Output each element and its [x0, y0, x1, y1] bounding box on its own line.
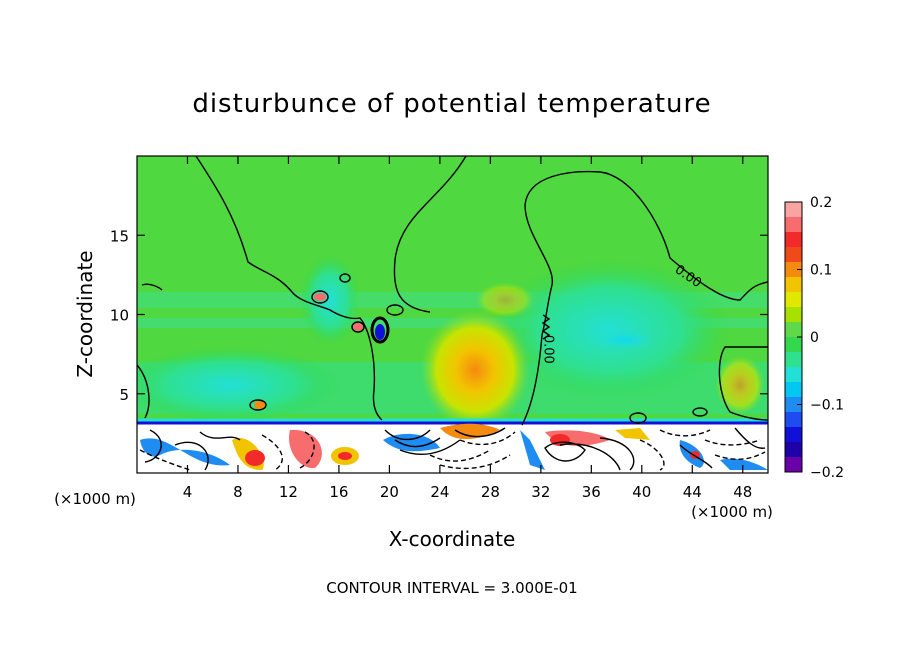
eddy	[720, 458, 768, 470]
colorbar-tick-label: 0.1	[810, 263, 832, 279]
anomaly-blob	[314, 293, 326, 301]
zero-contour	[137, 364, 150, 419]
colorbar-swatch	[785, 457, 802, 473]
closed-contour	[370, 316, 390, 344]
colorbar-ticks: 0.2 0.1 0 −0.1 −0.2	[797, 195, 844, 481]
y-tick-label: 15	[110, 227, 129, 245]
x-tick-label: 12	[279, 483, 298, 501]
colorbar-swatch	[785, 397, 802, 413]
anomaly-blob	[254, 401, 266, 409]
colorbar-swatch	[785, 217, 802, 233]
turbulent-contour	[139, 431, 315, 471]
turbulent-contour	[679, 427, 766, 469]
cool-spot	[300, 255, 360, 345]
colorbar-swatch	[785, 262, 802, 278]
y-axis-label: Z-coordinate	[73, 250, 97, 377]
turbulent-contour	[639, 429, 766, 471]
contours	[137, 156, 768, 471]
eddy	[338, 452, 352, 460]
turbulent-contour	[544, 437, 635, 471]
heatmap-field	[137, 156, 768, 473]
x-tick-label: 16	[329, 483, 348, 501]
warm-region	[475, 282, 535, 318]
eddy	[615, 428, 650, 440]
contour-label: 0.00	[541, 335, 556, 364]
colorbar-tick-label: 0	[810, 330, 819, 346]
zero-contour	[718, 346, 768, 421]
colorbar-swatch	[785, 277, 802, 293]
zero-contour	[393, 156, 467, 313]
colorbar-swatch	[785, 412, 802, 428]
x-tick-label: 8	[233, 483, 243, 501]
anomaly-blob	[375, 324, 385, 340]
contour-interval-note: CONTOUR INTERVAL = 3.000E-01	[326, 579, 577, 597]
colorbar-tick-label: −0.1	[810, 398, 844, 414]
x-tick-label: 20	[380, 483, 399, 501]
colorbar-swatch	[785, 367, 802, 383]
closed-contour	[339, 273, 351, 283]
closed-contour	[249, 399, 267, 411]
x-tick-label: 24	[430, 483, 449, 501]
colorbar-swatch	[785, 382, 802, 398]
anomaly-blob	[353, 323, 363, 331]
y-axis-ticks: 5 10 15	[110, 227, 768, 404]
zero-contour	[195, 156, 383, 421]
zero-contour	[141, 283, 163, 291]
colorbar-swatch	[785, 232, 802, 248]
cool-region	[137, 347, 340, 423]
x-tick-label: 40	[632, 483, 651, 501]
colorbar-swatch	[785, 337, 802, 353]
x-axis-ticks: 4 8 12 16 20 24 28 32 36 40 44 48	[183, 156, 752, 501]
colorbar-swatch	[785, 322, 802, 338]
colorbar-tick-label: 0.2	[810, 195, 832, 211]
turbulent-contour	[384, 427, 506, 455]
contour-squiggle	[541, 314, 551, 340]
colorbar-swatch	[785, 427, 802, 443]
turbulent-contour	[144, 429, 241, 471]
colorbar-swatch	[785, 247, 802, 263]
x-tick-label: 44	[683, 483, 702, 501]
cool-spot	[595, 330, 655, 350]
eddy	[289, 429, 322, 469]
x-tick-label: 4	[183, 483, 193, 501]
colorbar-tick-label: −0.2	[810, 465, 844, 481]
closed-contour	[351, 321, 365, 333]
colorbar-swatch	[785, 202, 802, 218]
x-unit-right: (×1000 m)	[691, 503, 773, 521]
colorbar-swatch	[785, 292, 802, 308]
warm-region	[420, 310, 530, 430]
closed-contour	[629, 412, 647, 424]
turbulent-contour	[429, 431, 516, 470]
chart-title: disturbunce of potential temperature	[192, 89, 711, 119]
eddy	[245, 450, 265, 466]
x-unit-left: (×1000 m)	[54, 490, 136, 508]
y-tick-label: 5	[119, 386, 129, 404]
closed-contour	[311, 290, 329, 304]
x-tick-label: 28	[481, 483, 500, 501]
colorbar-swatch	[785, 442, 802, 458]
eddy	[520, 430, 545, 470]
colorbar	[785, 202, 802, 473]
y-tick-label: 10	[110, 307, 129, 325]
warm-region	[715, 355, 765, 415]
colorbar-swatch	[785, 352, 802, 368]
closed-contour	[692, 407, 708, 417]
closed-contour	[386, 304, 404, 316]
x-tick-label: 36	[582, 483, 601, 501]
colorbar-swatch	[785, 307, 802, 323]
x-tick-label: 32	[531, 483, 550, 501]
x-axis-label: X-coordinate	[389, 527, 516, 551]
x-tick-label: 48	[733, 483, 752, 501]
